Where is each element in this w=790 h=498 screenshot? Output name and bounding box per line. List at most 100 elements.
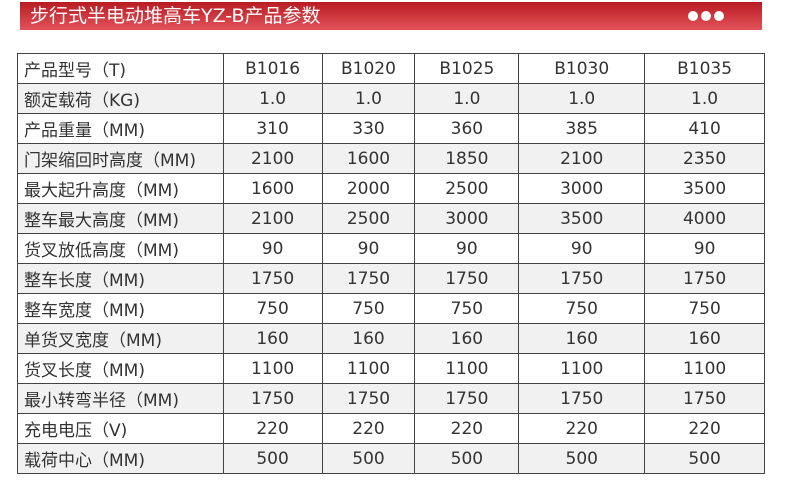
row-label: 整车最大高度（MM) <box>17 203 224 234</box>
row-label: 最大起升高度（MM) <box>17 173 224 204</box>
table-cell: 1750 <box>518 383 646 414</box>
table-cell: 220 <box>414 413 520 444</box>
table-cell: 220 <box>222 413 323 444</box>
table-cell: 3000 <box>414 203 520 234</box>
table-cell: 160 <box>518 323 646 354</box>
table-cell: 385 <box>518 113 646 144</box>
table-cell: 1100 <box>321 353 416 384</box>
table-cell: 750 <box>321 293 416 324</box>
row-label: 货叉放低高度（MM) <box>17 233 224 264</box>
table-cell: 410 <box>644 113 765 144</box>
table-row: 单货叉宽度（MM) 160 160 160 160 160 <box>17 323 765 354</box>
table-cell: B1035 <box>644 53 765 84</box>
table-row: 整车长度（MM) 1750 1750 1750 1750 1750 <box>17 263 765 294</box>
table-cell: 750 <box>222 293 323 324</box>
table-cell: 4000 <box>644 203 765 234</box>
table-cell: 160 <box>414 323 520 354</box>
row-label: 额定载荷（KG) <box>17 83 224 114</box>
table-cell: 220 <box>321 413 416 444</box>
table-cell: 1750 <box>414 383 520 414</box>
table-cell: 160 <box>644 323 765 354</box>
dot-icon <box>688 11 698 21</box>
dot-icon <box>714 11 724 21</box>
table-cell: B1020 <box>321 53 416 84</box>
row-label: 整车长度（MM) <box>17 263 224 294</box>
table-cell: 500 <box>414 443 520 474</box>
row-label: 充电电压（V) <box>17 413 224 444</box>
table-cell: 3000 <box>518 173 646 204</box>
table-cell: 90 <box>414 233 520 264</box>
table-row: 整车最大高度（MM) 2100 2500 3000 3500 4000 <box>17 203 765 234</box>
table-cell: 1750 <box>321 263 416 294</box>
table-cell: 750 <box>644 293 765 324</box>
table-cell: 1.0 <box>518 83 646 114</box>
row-label: 整车宽度（MM) <box>17 293 224 324</box>
table-row: 门架缩回时高度（MM) 2100 1600 1850 2100 2350 <box>17 143 765 174</box>
table-cell: B1030 <box>518 53 646 84</box>
table-cell: 2100 <box>222 143 323 174</box>
table-row: 货叉长度（MM) 1100 1100 1100 1100 1100 <box>17 353 765 384</box>
page-title: 步行式半电动堆高车YZ-B产品参数 <box>30 5 321 27</box>
table-cell: 750 <box>518 293 646 324</box>
dots-decoration <box>688 11 724 21</box>
table-cell: 1.0 <box>321 83 416 114</box>
table-cell: 310 <box>222 113 323 144</box>
table-cell: 90 <box>321 233 416 264</box>
table-row: 产品型号（T) B1016 B1020 B1025 B1030 B1035 <box>17 53 765 84</box>
table-cell: 1100 <box>222 353 323 384</box>
row-label: 产品重量（MM) <box>17 113 224 144</box>
table-row: 载荷中心（MM) 500 500 500 500 500 <box>17 443 765 474</box>
table-cell: 1.0 <box>644 83 765 114</box>
dot-icon <box>701 11 711 21</box>
row-label: 载荷中心（MM) <box>17 443 224 474</box>
table-cell: 2000 <box>321 173 416 204</box>
row-label: 最小转弯半径（MM) <box>17 383 224 414</box>
table-cell: 3500 <box>644 173 765 204</box>
table-cell: 500 <box>518 443 646 474</box>
table-cell: 2100 <box>518 143 646 174</box>
row-label: 产品型号（T) <box>17 53 224 84</box>
table-cell: 500 <box>321 443 416 474</box>
table-cell: 1100 <box>414 353 520 384</box>
table-cell: 1750 <box>414 263 520 294</box>
table-row: 最大起升高度（MM) 1600 2000 2500 3000 3500 <box>17 173 765 204</box>
table-cell: 750 <box>414 293 520 324</box>
table-cell: 220 <box>644 413 765 444</box>
spec-table: 产品型号（T) B1016 B1020 B1025 B1030 B1035 额定载荷（KG)… <box>17 53 765 474</box>
table-row: 货叉放低高度（MM) 90 90 90 90 90 <box>17 233 765 264</box>
table-cell: 1750 <box>644 263 765 294</box>
table-cell: 1.0 <box>222 83 323 114</box>
table-row: 最小转弯半径（MM) 1750 1750 1750 1750 1750 <box>17 383 765 414</box>
table-cell: 90 <box>518 233 646 264</box>
table-cell: 220 <box>518 413 646 444</box>
table-cell: 1750 <box>321 383 416 414</box>
table-cell: 1850 <box>414 143 520 174</box>
table-cell: 1750 <box>222 263 323 294</box>
title-banner: 步行式半电动堆高车YZ-B产品参数 <box>20 2 762 30</box>
table-cell: 1600 <box>222 173 323 204</box>
table-cell: 1.0 <box>414 83 520 114</box>
table-cell: 1100 <box>518 353 646 384</box>
table-cell: 1750 <box>222 383 323 414</box>
table-row: 额定载荷（KG) 1.0 1.0 1.0 1.0 1.0 <box>17 83 765 114</box>
table-cell: 2500 <box>321 203 416 234</box>
row-label: 门架缩回时高度（MM) <box>17 143 224 174</box>
table-cell: 90 <box>222 233 323 264</box>
table-cell: B1016 <box>222 53 323 84</box>
table-cell: B1025 <box>414 53 520 84</box>
table-cell: 1750 <box>644 383 765 414</box>
table-cell: 2100 <box>222 203 323 234</box>
row-label: 货叉长度（MM) <box>17 353 224 384</box>
table-cell: 360 <box>414 113 520 144</box>
table-cell: 3500 <box>518 203 646 234</box>
table-cell: 90 <box>644 233 765 264</box>
row-label: 单货叉宽度（MM) <box>17 323 224 354</box>
table-cell: 1600 <box>321 143 416 174</box>
table-row: 产品重量（MM) 310 330 360 385 410 <box>17 113 765 144</box>
table-row: 整车宽度（MM) 750 750 750 750 750 <box>17 293 765 324</box>
table-cell: 330 <box>321 113 416 144</box>
table-cell: 2500 <box>414 173 520 204</box>
table-cell: 2350 <box>644 143 765 174</box>
table-cell: 1100 <box>644 353 765 384</box>
table-cell: 500 <box>222 443 323 474</box>
